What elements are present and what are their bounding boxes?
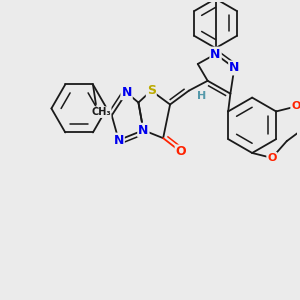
Text: O: O — [176, 146, 186, 158]
Text: N: N — [210, 48, 221, 61]
Text: N: N — [113, 134, 124, 147]
Text: H: H — [197, 91, 206, 100]
Text: N: N — [138, 124, 148, 137]
Text: O: O — [291, 101, 300, 112]
Text: N: N — [122, 86, 132, 99]
Text: CH₃: CH₃ — [91, 107, 111, 117]
Text: S: S — [147, 84, 156, 97]
Text: O: O — [267, 153, 277, 163]
Text: N: N — [229, 61, 239, 74]
